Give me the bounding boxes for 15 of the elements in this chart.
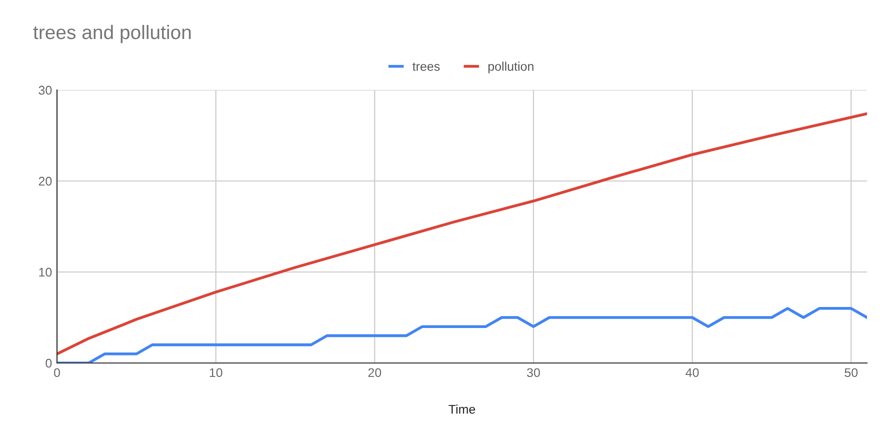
- x-tick-label: 50: [844, 368, 858, 378]
- y-tick-label: 0: [46, 358, 52, 368]
- legend-label: trees: [412, 62, 440, 71]
- legend-label: pollution: [488, 62, 534, 74]
- x-tick-label: 30: [526, 368, 540, 378]
- x-tick-label: 0: [54, 368, 60, 378]
- x-axis-title: Time: [448, 404, 476, 414]
- x-tick-label: 40: [686, 368, 699, 378]
- x-tick-label: 20: [368, 368, 382, 378]
- line-series: [57, 112, 867, 356]
- y-tick-label: 20: [38, 176, 52, 186]
- x-tick-label: 10: [210, 368, 222, 378]
- y-tick-label: 10: [39, 268, 52, 277]
- y-tick-label: 30: [38, 86, 52, 95]
- chart-title: trees and pollution: [33, 24, 191, 44]
